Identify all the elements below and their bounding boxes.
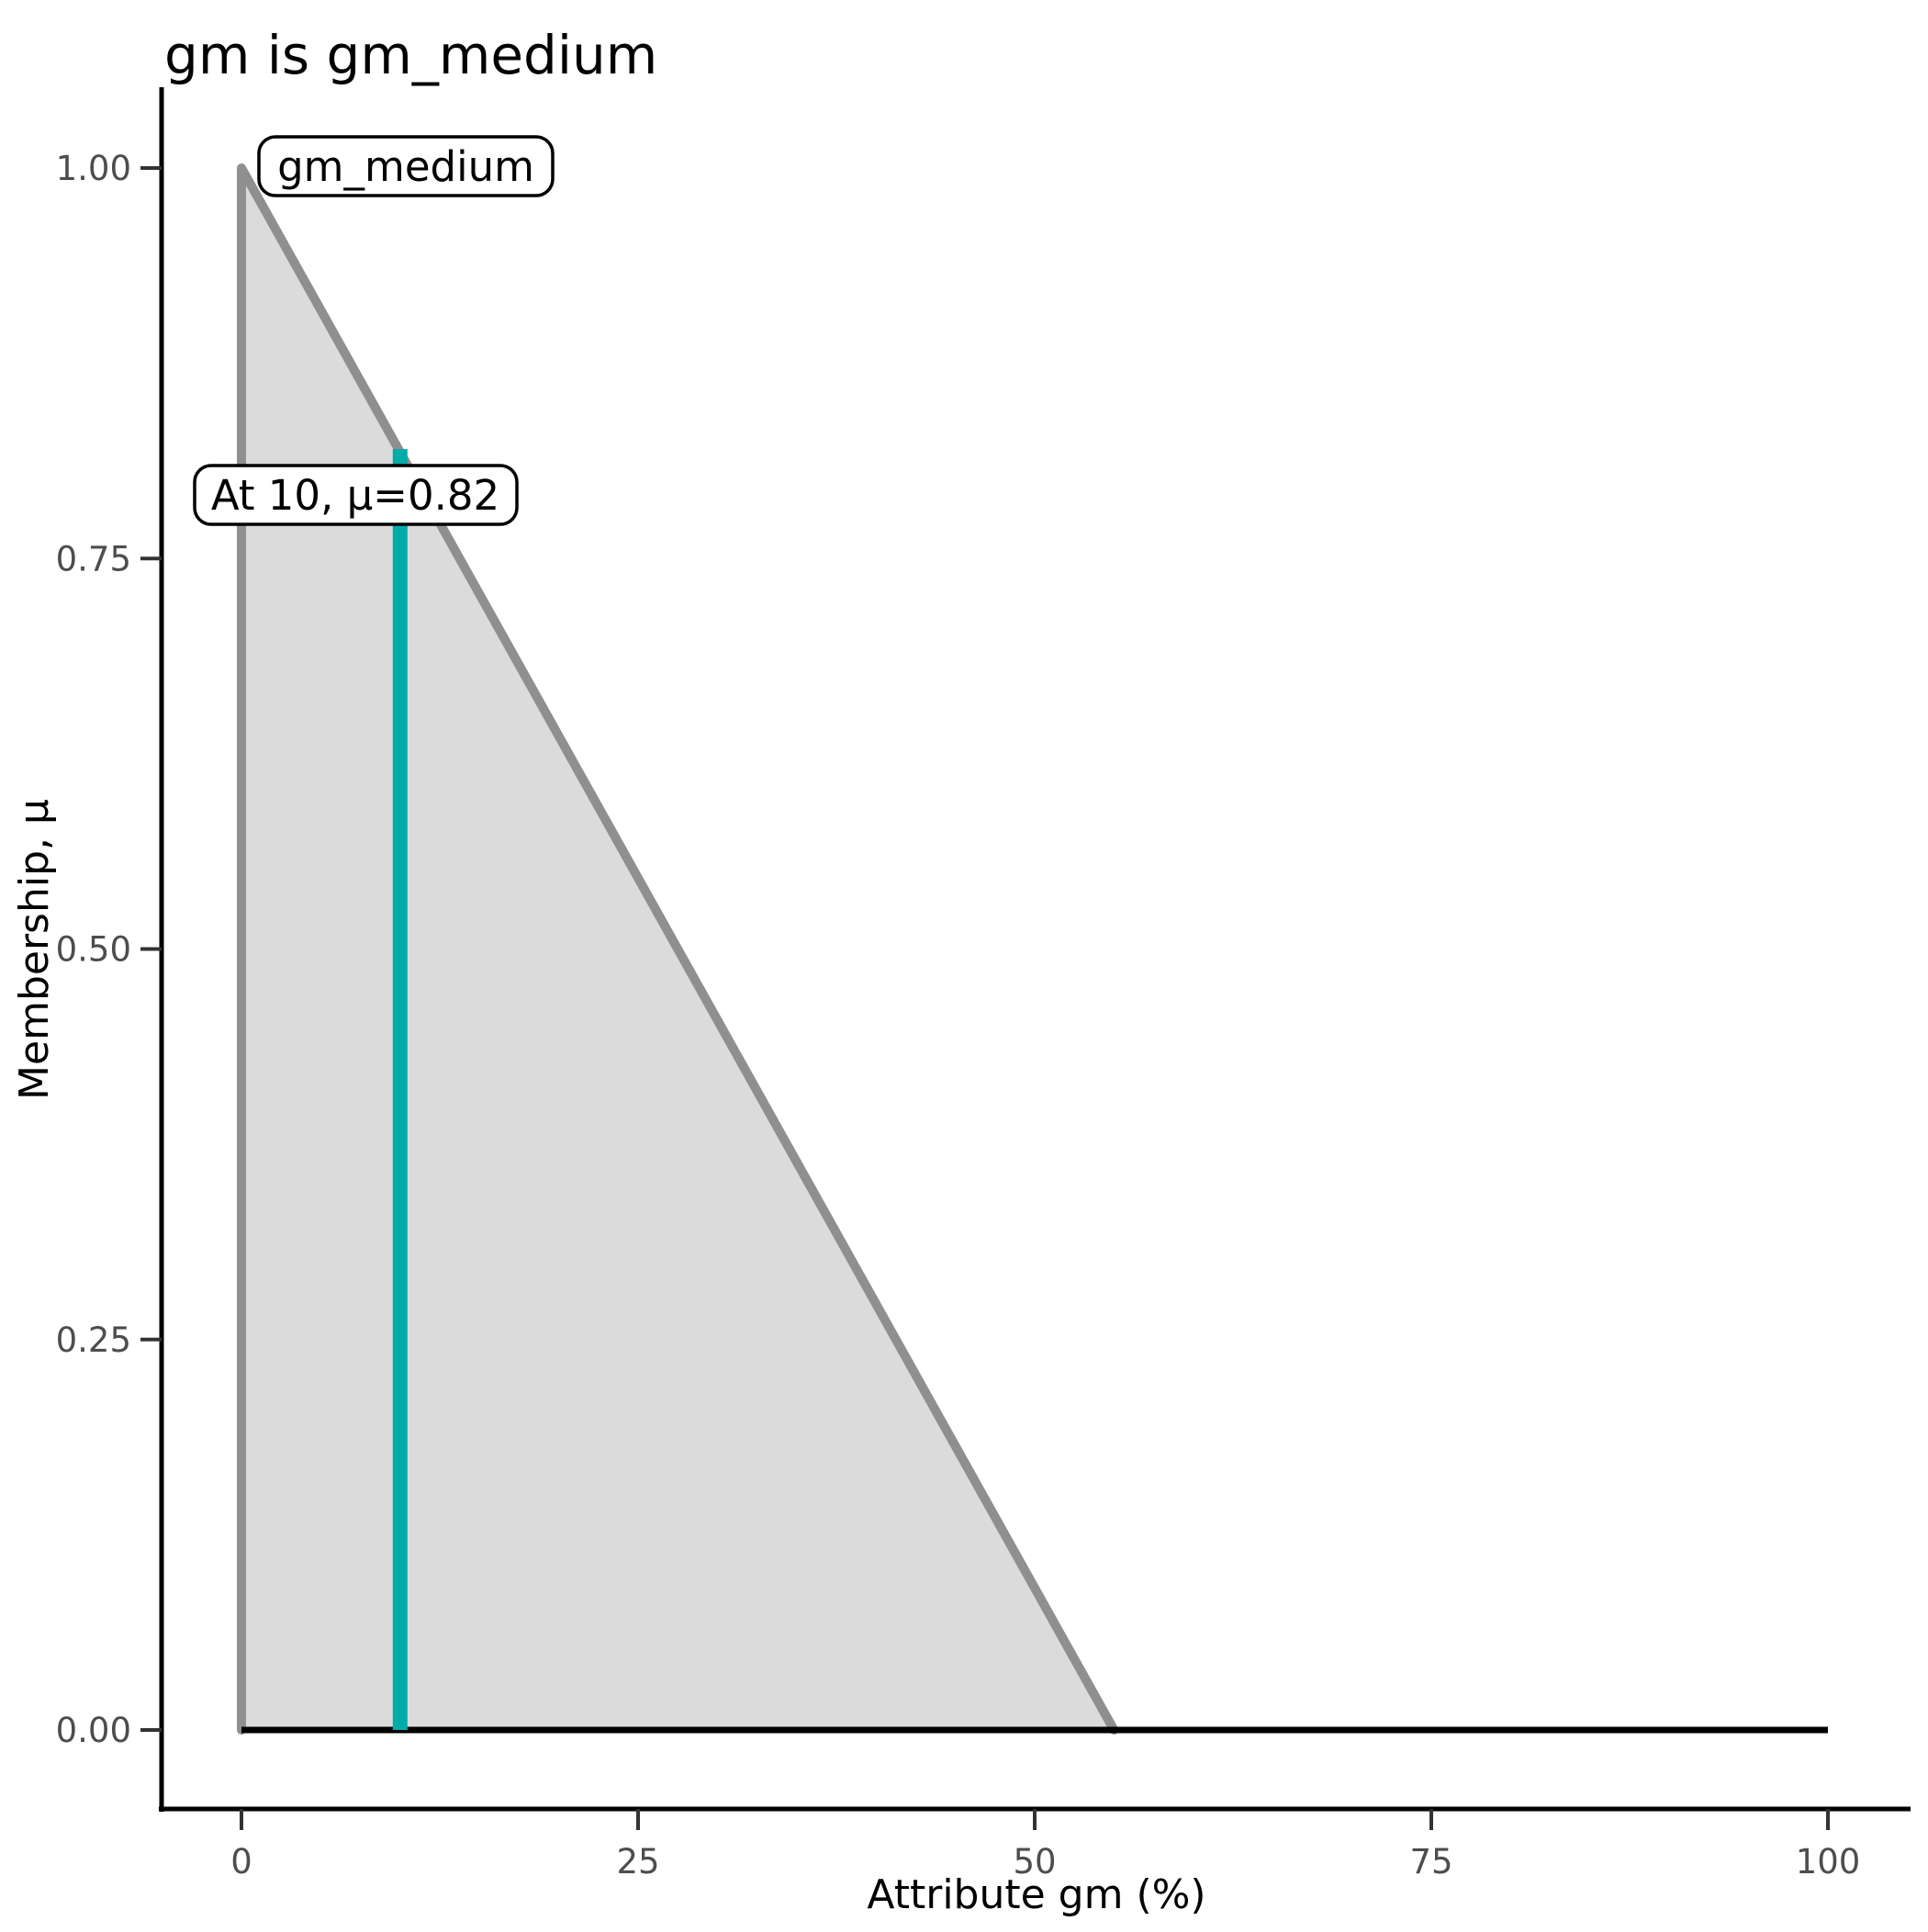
x-tick-label: 50 <box>1013 1842 1056 1881</box>
x-tick-label: 25 <box>616 1842 659 1881</box>
y-tick-label: 1.00 <box>56 149 131 188</box>
annotation-query-result-box <box>193 464 519 526</box>
annotation-query-result-label: At 10, μ=0.82 <box>211 471 499 520</box>
y-axis-title: Membership, μ <box>11 799 58 1100</box>
annotation-query-result: At 10, μ=0.82 <box>193 464 519 526</box>
annotation-set-name-label: gm_medium <box>277 142 534 191</box>
x-axis-title: Attribute gm (%) <box>867 1871 1205 1918</box>
y-tick-label: 0.75 <box>56 539 131 578</box>
x-tick-label: 100 <box>1796 1842 1861 1881</box>
x-axis-ticks: 0 25 50 75 100 <box>230 1809 1860 1881</box>
y-tick-label: 0.00 <box>56 1711 131 1750</box>
annotation-set-name: gm_medium <box>257 135 555 197</box>
chart-title: gm is gm_medium <box>164 24 657 86</box>
x-tick-label: 75 <box>1409 1842 1452 1881</box>
y-axis-ticks: 0.00 0.25 0.50 0.75 1.00 <box>56 149 162 1750</box>
membership-curve-outline <box>237 163 1119 1735</box>
x-tick-label: 0 <box>230 1842 252 1881</box>
annotation-set-name-box <box>257 135 555 197</box>
y-tick-label: 0.25 <box>56 1320 131 1360</box>
y-tick-label: 0.50 <box>56 930 131 970</box>
